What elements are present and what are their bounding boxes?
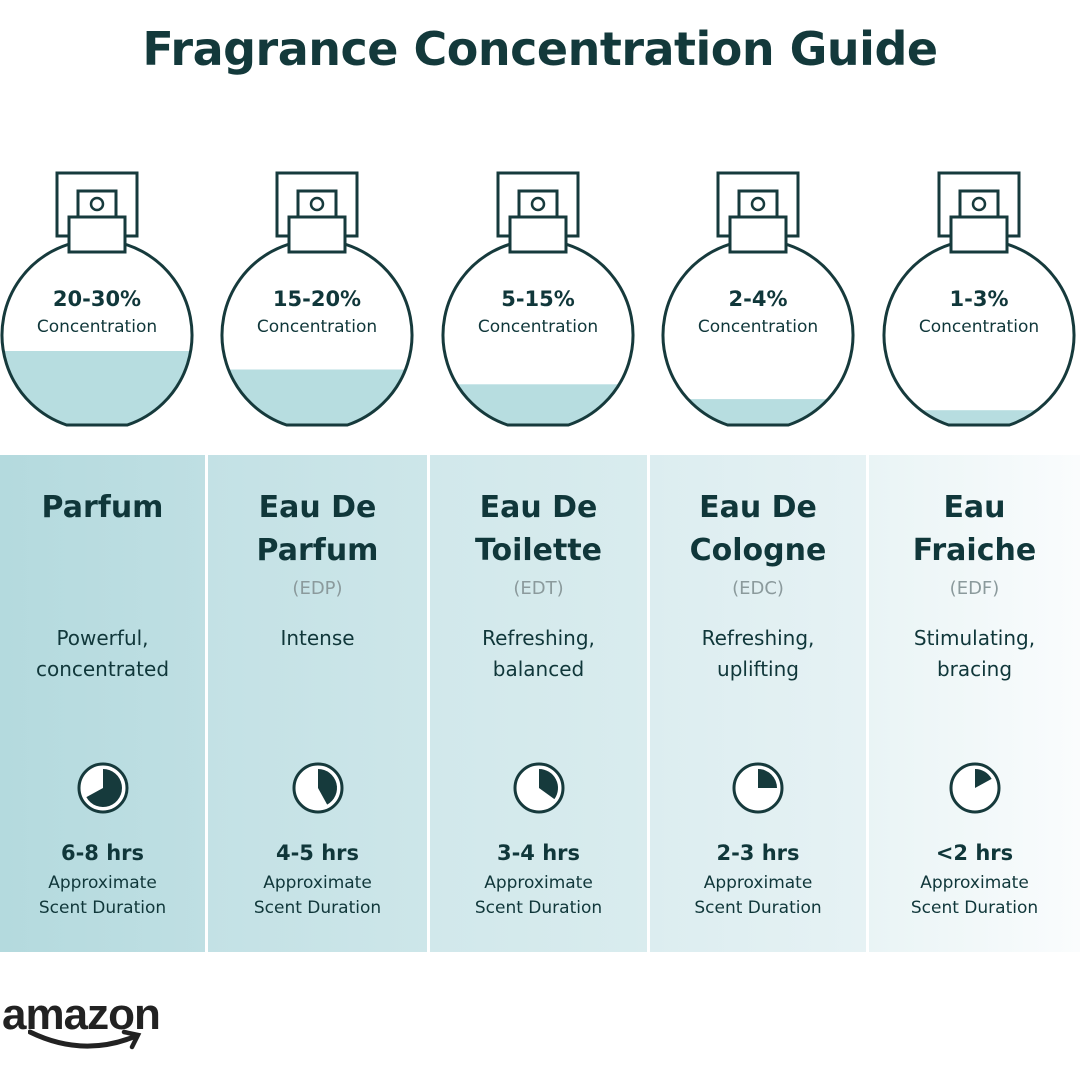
type-name-line: Eau De: [699, 490, 817, 525]
duration-label: Approximate Scent Duration: [474, 873, 603, 918]
liquid-fill: [2, 351, 192, 425]
scent-duration: 4-5 hrs: [275, 841, 360, 865]
type-name-line: Toilette: [474, 533, 603, 568]
concentration-percent: 1-3%: [950, 287, 1009, 311]
scent-duration: 6-8 hrs: [60, 841, 145, 865]
spray-nozzle: [76, 189, 118, 219]
liquid-fill: [222, 369, 412, 425]
type-description: Intense: [208, 623, 427, 654]
bottle-1: 15-20% Concentration: [220, 171, 414, 427]
clock-icon: [949, 762, 1000, 814]
scent-duration: <2 hrs: [935, 841, 1014, 865]
type-name-line: Eau: [943, 490, 1006, 525]
type-name-line: Cologne: [689, 533, 827, 568]
bottle-neck: [728, 215, 788, 254]
description-line: Refreshing,: [701, 626, 815, 650]
clock-icon: [77, 762, 128, 814]
nozzle-hole: [309, 196, 325, 212]
clock-elapsed-wedge: [317, 769, 337, 805]
scent-duration: 3-4 hrs: [496, 841, 581, 865]
duration-label: Approximate Scent Duration: [38, 873, 167, 918]
type-name: Eau De Cologne: [650, 486, 866, 572]
nozzle-hole: [89, 196, 105, 212]
type-name: Eau Fraiche: [869, 486, 1080, 572]
column-2: Eau De Toilette (EDT) Refreshing, balanced…: [430, 455, 647, 952]
type-name: Parfum: [0, 486, 205, 529]
description-line: bracing: [936, 657, 1013, 681]
type-name-line: Eau De: [258, 490, 377, 525]
page-title: Fragrance Concentration Guide: [142, 22, 938, 76]
type-name-line: Eau De: [479, 490, 598, 525]
nozzle-hole: [750, 196, 766, 212]
concentration-label: Concentration: [37, 317, 157, 337]
description-line: Powerful,: [56, 626, 149, 650]
column-0: Parfum Powerful, concentrated 6-8 hrs App…: [0, 455, 205, 952]
concentration-label: Concentration: [698, 317, 818, 337]
type-name-line: Parfum: [41, 490, 164, 525]
bottle-neck: [287, 215, 347, 254]
concentration-percent: 20-30%: [53, 287, 141, 311]
bottle-3: 2-4% Concentration: [661, 171, 855, 427]
bottle-neck: [67, 215, 127, 254]
concentration-label: Concentration: [478, 317, 598, 337]
description-line: Refreshing,: [482, 626, 595, 650]
column-4: Eau Fraiche (EDF) Stimulating, bracing <2 …: [869, 455, 1080, 952]
bottle-0: 20-30% Concentration: [0, 171, 194, 427]
spray-nozzle: [517, 189, 559, 219]
bottle-neck: [949, 215, 1009, 254]
clock-elapsed-wedge: [538, 769, 558, 800]
concentration-percent: 5-15%: [501, 287, 575, 311]
scent-duration: 2-3 hrs: [716, 841, 800, 865]
amazon-smile-icon: [28, 1029, 142, 1050]
clock-elapsed-wedge: [758, 769, 777, 788]
bottles-row: 20-30%Concentration15-20%Concentration5-…: [0, 171, 1076, 427]
bottle-2: 5-15% Concentration: [441, 171, 635, 427]
bottle-neck: [508, 215, 568, 254]
type-abbreviation: (EDP): [292, 578, 343, 599]
concentration-percent: 15-20%: [273, 287, 361, 311]
clock-icon: [732, 762, 784, 814]
concentration-percent: 2-4%: [729, 287, 788, 311]
duration-label: Approximate Scent Duration: [694, 873, 822, 918]
type-name: Eau De Toilette: [430, 486, 647, 572]
clock-icon: [513, 762, 564, 814]
description-line: concentrated: [35, 657, 170, 681]
spray-nozzle: [737, 189, 779, 219]
duration-label: Approximate Scent Duration: [910, 873, 1039, 918]
concentration-label: Concentration: [257, 317, 377, 337]
column-1: Eau De Parfum (EDP) Intense 4-5 hrs Appro…: [208, 455, 427, 952]
clock-elapsed-wedge: [974, 769, 992, 788]
clock-elapsed-wedge: [85, 769, 122, 807]
nozzle-hole: [530, 196, 546, 212]
clock-icon: [292, 762, 343, 814]
type-name-line: Parfum: [256, 533, 379, 568]
type-abbreviation: (EDC): [732, 578, 784, 599]
bottle-4: 1-3% Concentration: [882, 171, 1076, 427]
type-abbreviation: (EDT): [513, 578, 564, 599]
type-description: Refreshing, uplifting: [650, 623, 866, 685]
nozzle-hole: [971, 196, 987, 212]
duration-label: Approximate Scent Duration: [253, 873, 382, 918]
description-line: uplifting: [717, 657, 799, 681]
type-description: Stimulating, bracing: [869, 623, 1080, 685]
amazon-logo: amazon: [2, 990, 161, 1050]
type-description: Refreshing, balanced: [430, 623, 647, 685]
spray-nozzle: [296, 189, 338, 219]
type-name-line: Fraiche: [912, 533, 1037, 568]
concentration-label: Concentration: [919, 317, 1039, 337]
liquid-fill: [884, 410, 1074, 425]
description-line: Intense: [280, 626, 355, 650]
description-line: balanced: [492, 657, 585, 681]
type-abbreviation: (EDF): [949, 578, 1000, 599]
column-3: Eau De Cologne (EDC) Refreshing, uplifting…: [650, 455, 866, 952]
type-name: Eau De Parfum: [208, 486, 427, 572]
description-line: Stimulating,: [913, 626, 1036, 650]
spray-nozzle: [958, 189, 1000, 219]
type-description: Powerful, concentrated: [0, 623, 205, 685]
